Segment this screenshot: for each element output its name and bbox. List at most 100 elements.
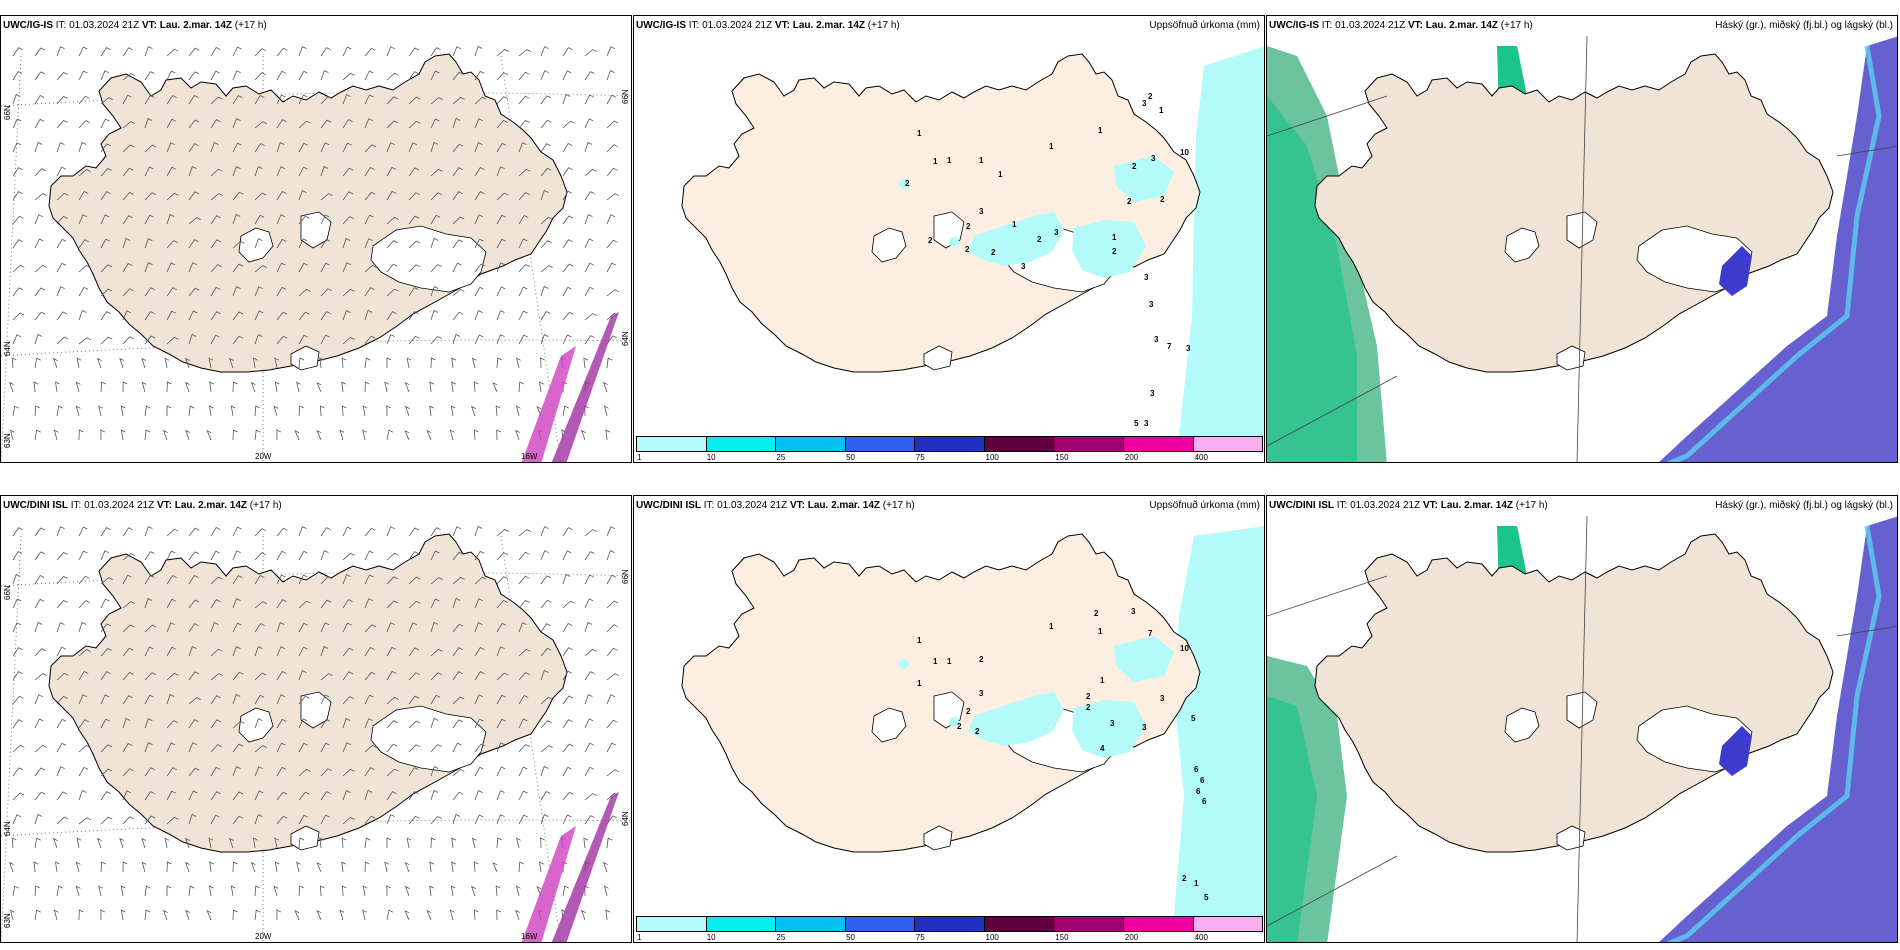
colorbar-tick: 25 [776,933,786,942]
precip-value: 3 [1149,300,1154,309]
grid-label: 64N [3,821,12,836]
precip-value: 3 [1144,419,1149,428]
colorbar-tick: 50 [846,933,855,942]
precip-value: 2 [1112,247,1117,256]
colorbar-tick: 150 [1055,453,1069,462]
panel-uwc-dini-isl-precip: 1 1 1 2 3 7 10 1 1 2 1 3 1 2 2 2 2 2 3 4 3 3 5 6 6 6 6 2 1 5 1 10 25 50 75… [633,495,1265,943]
precip-value: 3 [1131,607,1136,616]
precip-value: 1 [979,156,984,165]
precip-value: 3 [1160,694,1165,703]
init-time: IT: 01.03.2024 21Z [70,500,155,511]
precip-value: 1 [917,636,922,645]
grid-label: 20W [255,932,272,941]
precip-value: 4 [1100,744,1105,753]
precip-value: 1 [1012,220,1017,229]
precip-value: 7 [1148,629,1153,638]
wind-map [1,525,631,942]
forecast-offset: (+17 h) [1515,500,1548,511]
precip-value: 1 [1049,622,1054,631]
forecast-offset: (+17 h) [867,20,900,31]
precip-value: 3 [1154,335,1159,344]
panel-title: Háský (gr.), miðský (fj.bl.) og lágský (… [1715,20,1893,31]
colorbar-bin [915,917,985,931]
precip-value: 2 [975,727,980,736]
precip-value: 1 [1098,627,1103,636]
grid-label: 20W [255,452,272,461]
precip-value: 2 [966,222,971,231]
panel-title: Uppsöfnuð úrkoma (mm) [1149,500,1260,511]
init-time: IT: 01.03.2024 21Z [1336,500,1421,511]
panel-header: UWC/IG-IS IT: 01.03.2024 21Z VT: Lau. 2.… [3,20,267,31]
precip-value: 3 [979,207,984,216]
precip-value: 3 [1186,344,1191,353]
colorbar-tick: 25 [776,453,786,462]
precip-value: 10 [1180,644,1189,653]
precip-value: 3 [1151,154,1156,163]
model-name: UWC/IG-IS [636,20,686,31]
colorbar-bin [1193,917,1263,931]
precip-value: 3 [1054,228,1059,237]
colorbar-tick: 75 [915,453,925,462]
panel-uwc-dini-isl-wind: 66N 64N 63N 20W 16W 66N 64N UWC/DINI ISL IT: 0… [0,495,632,943]
precip-value: 3 [1150,389,1155,398]
precip-value: 1 [1112,233,1117,242]
precip-value: 2 [1037,235,1042,244]
colorbar-bin [776,917,846,931]
precip-value: 3 [1021,262,1026,271]
colorbar-bin [706,437,777,451]
precip-value: 5 [1204,893,1209,902]
model-name: UWC/IG-IS [1269,20,1319,31]
precip-value: 6 [1202,797,1207,806]
colorbar-bin [1193,437,1263,451]
colorbar-bin [776,437,846,451]
colorbar-tick: 400 [1194,933,1208,942]
colorbar-tick: 50 [846,453,855,462]
precip-value: 6 [1194,765,1199,774]
precip-value: 2 [1160,195,1165,204]
colorbar-bin [1123,437,1194,451]
colorbar [636,916,1263,932]
precip-value: 7 [1167,342,1172,351]
panel-uwc-ig-is-cloud: UWC/IG-IS IT: 01.03.2024 21Z VT: Lau. 2.… [1266,15,1898,463]
forecast-offset: (+17 h) [882,500,915,511]
forecast-offset: (+17 h) [234,20,267,31]
valid-time: VT: Lau. 2.mar. 14Z [141,20,233,31]
precip-value: 1 [1100,676,1105,685]
valid-time: VT: Lau. 2.mar. 14Z [156,500,248,511]
valid-time: VT: Lau. 2.mar. 14Z [774,20,866,31]
colorbar-bin [637,917,707,931]
colorbar-tick: 10 [706,453,716,462]
colorbar-tick: 100 [985,453,999,462]
colorbar-tick: 200 [1124,933,1139,942]
precip-value: 2 [1182,874,1187,883]
init-time: IT: 01.03.2024 21Z [1321,20,1406,31]
panel-header: UWC/IG-IS IT: 01.03.2024 21Z VT: Lau. 2.… [636,20,900,31]
colorbar-tick: 100 [985,933,999,942]
panel-header: UWC/IG-IS IT: 01.03.2024 21Z VT: Lau. 2.… [1269,20,1533,31]
grid-label: 64N [621,811,630,826]
colorbar-tick: 1 [637,453,642,462]
panel-uwc-dini-isl-cloud: UWC/DINI ISL IT: 01.03.2024 21Z VT: Lau.… [1266,495,1898,943]
precip-value: 2 [991,248,996,257]
precip-value: 2 [1086,692,1091,701]
model-name: UWC/DINI ISL [1269,500,1334,511]
cloud-map [1267,515,1897,942]
panel-uwc-ig-is-precip: 1 1 1 1 1 1 1 1 2 2 2 3 2 2 2 1 2 3 3 1 2 2 10 2 3 3 2 3 3 3 3 3 3 7 5 1 10 2… [633,15,1265,463]
colorbar-bin [706,917,777,931]
precip-value: 1 [1049,142,1054,151]
colorbar-bin [1123,917,1194,931]
panel-header: UWC/DINI ISL IT: 01.03.2024 21Z VT: Lau.… [636,500,915,511]
grid-label: 66N [621,89,630,104]
precip-value: 2 [1086,703,1091,712]
precip-value: 10 [1180,148,1189,157]
precip-value: 3 [1144,273,1149,282]
colorbar-tick: 150 [1055,933,1069,942]
precip-value: 2 [1094,609,1099,618]
colorbar-bin [1054,917,1124,931]
precip-value: 2 [905,179,910,188]
colorbar-bin [1054,437,1124,451]
colorbar-bin [984,437,1055,451]
colorbar-bin [637,437,707,451]
